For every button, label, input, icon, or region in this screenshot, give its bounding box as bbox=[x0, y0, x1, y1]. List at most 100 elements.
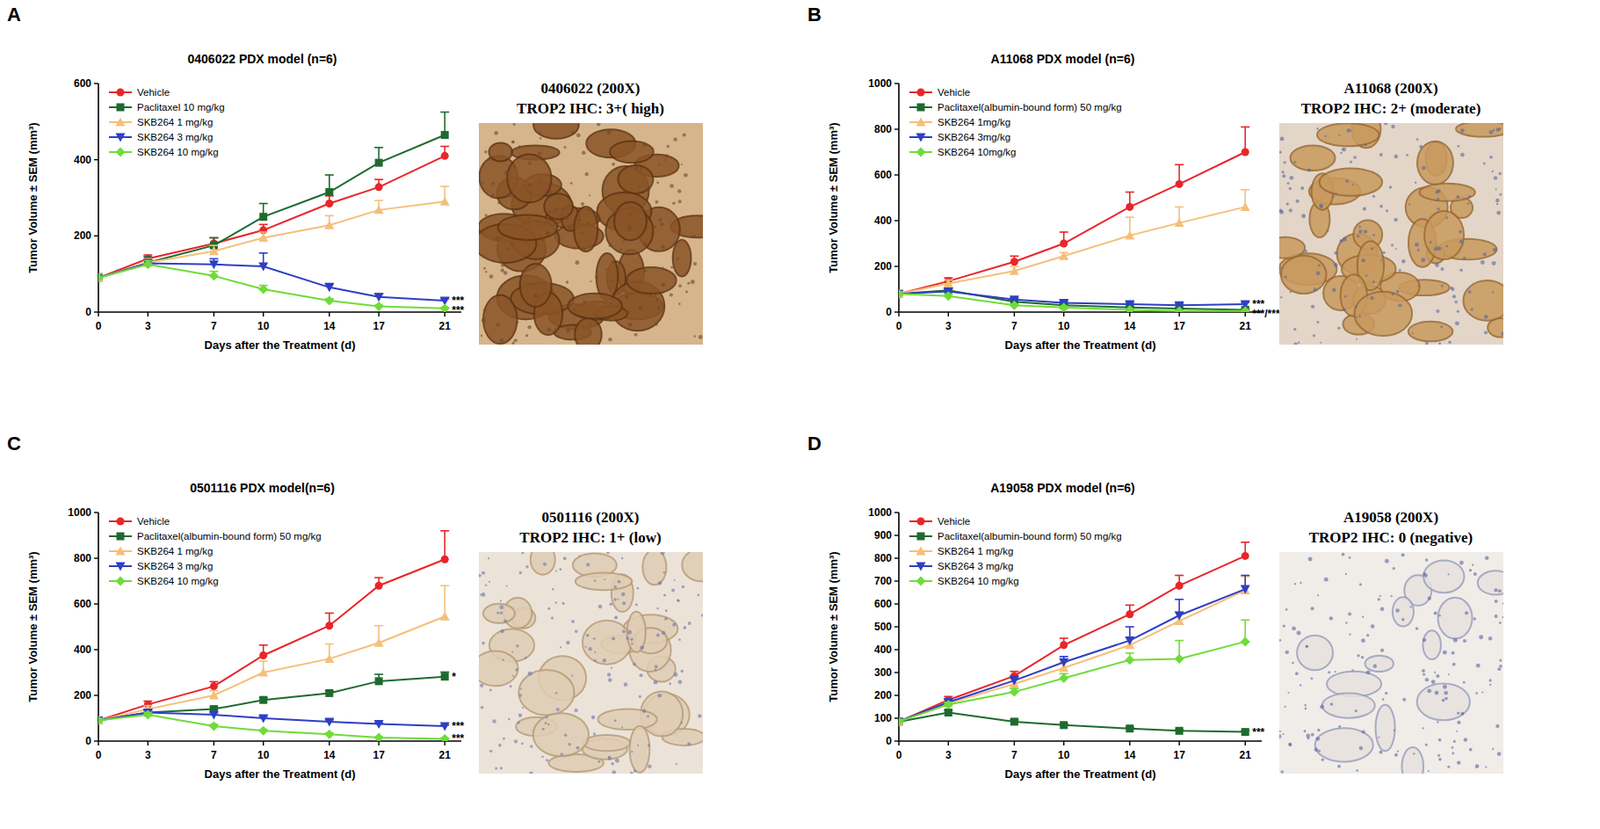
ihc-nucleus bbox=[595, 232, 600, 237]
legend-marker bbox=[116, 103, 125, 112]
legend-label: Paclitaxel(albumin-bound form) 50 mg/kg bbox=[137, 530, 322, 542]
ihc-nucleus bbox=[669, 183, 674, 189]
x-tick-label: 10 bbox=[1057, 319, 1071, 333]
ihc-nucleus bbox=[1324, 135, 1326, 138]
ihc-nucleus bbox=[672, 622, 676, 627]
ihc-nucleus bbox=[498, 743, 502, 747]
ihc-nucleus bbox=[1501, 615, 1504, 618]
data-point bbox=[98, 716, 103, 724]
ihc-nucleus bbox=[514, 667, 519, 672]
ihc-nucleus bbox=[607, 672, 611, 676]
ihc-nucleus bbox=[514, 338, 518, 342]
ihc-nucleus bbox=[571, 674, 573, 677]
ihc-nucleus bbox=[1332, 195, 1335, 198]
y-tick-label: 0 bbox=[885, 305, 892, 319]
ihc-nucleus bbox=[507, 165, 512, 169]
ihc-nucleus bbox=[1291, 626, 1296, 631]
ihc-nucleus bbox=[608, 337, 612, 341]
ihc-nucleus bbox=[588, 322, 592, 326]
ihc-nucleus bbox=[506, 193, 512, 198]
data-point bbox=[898, 716, 905, 725]
ihc-gland bbox=[483, 603, 515, 623]
data-point bbox=[209, 246, 219, 255]
ihc-nucleus bbox=[588, 244, 591, 247]
ihc-nucleus bbox=[661, 266, 665, 269]
ihc-nucleus bbox=[1456, 711, 1460, 715]
ihc-nucleus bbox=[648, 187, 651, 189]
ihc-nucleus bbox=[654, 200, 659, 204]
ihc-nucleus bbox=[1488, 636, 1492, 640]
ihc-nucleus bbox=[483, 267, 486, 270]
legend-marker bbox=[115, 117, 126, 127]
ihc-nucleus bbox=[594, 275, 599, 279]
ihc-nucleus bbox=[1425, 341, 1429, 345]
series-line bbox=[898, 152, 1246, 294]
error-cap bbox=[440, 111, 449, 114]
x-tick-label: 0 bbox=[95, 319, 102, 333]
ihc-nucleus bbox=[544, 721, 548, 724]
legend-marker bbox=[916, 576, 927, 587]
ihc-nucleus bbox=[571, 619, 575, 623]
significance-label: ***/*** bbox=[1252, 307, 1281, 320]
ihc-nucleus bbox=[1299, 683, 1302, 686]
ihc-nucleus bbox=[485, 270, 487, 273]
y-tick bbox=[94, 557, 99, 558]
ihc-nucleus bbox=[1461, 711, 1465, 716]
ihc-nucleus bbox=[1365, 274, 1369, 277]
ihc-nucleus bbox=[1397, 303, 1402, 307]
y-tick bbox=[894, 671, 899, 673]
ihc-nucleus bbox=[1455, 320, 1460, 326]
ihc-nucleus bbox=[1338, 134, 1340, 137]
figure: A0406022 PDX model (n=6)0371014172102004… bbox=[0, 0, 1600, 829]
y-tick bbox=[94, 739, 99, 741]
ihc-nucleus bbox=[499, 611, 503, 615]
ihc-nucleus bbox=[1358, 314, 1362, 318]
y-tick bbox=[894, 82, 899, 84]
ihc-nucleus bbox=[655, 323, 659, 326]
ihc-nucleus bbox=[1429, 240, 1433, 244]
ihc-nucleus bbox=[1341, 552, 1346, 557]
x-tick-label: 0 bbox=[896, 319, 903, 333]
x-tick-label: 3 bbox=[144, 748, 152, 761]
x-tick bbox=[377, 311, 379, 317]
ihc-background bbox=[1279, 551, 1504, 774]
ihc-nucleus bbox=[593, 658, 597, 662]
panel: BA11068 PDX model (n=6)03710141721020040… bbox=[807, 3, 1514, 352]
ihc-nucleus bbox=[1280, 296, 1282, 298]
ihc-nucleus bbox=[1356, 653, 1360, 657]
ihc-nucleus bbox=[1498, 127, 1501, 131]
ihc-nucleus bbox=[1444, 696, 1448, 701]
legend-marker bbox=[116, 532, 125, 541]
x-tick bbox=[444, 311, 446, 317]
ihc-nucleus bbox=[1476, 663, 1481, 668]
ihc-nucleus bbox=[1494, 614, 1499, 618]
ihc-gland bbox=[582, 620, 631, 665]
background bbox=[0, 0, 1600, 829]
x-tick-label: 17 bbox=[1172, 319, 1186, 333]
ihc-nucleus bbox=[1339, 152, 1342, 154]
ihc-nucleus bbox=[698, 334, 703, 340]
data-point bbox=[209, 260, 219, 269]
ihc-nucleus bbox=[1497, 751, 1502, 756]
ihc-nucleus bbox=[586, 633, 590, 638]
ihc-nucleus bbox=[658, 164, 660, 167]
ihc-nucleus bbox=[521, 268, 526, 274]
ihc-nucleus bbox=[1282, 623, 1286, 627]
data-point bbox=[1240, 202, 1251, 211]
ihc-nucleus bbox=[1383, 123, 1388, 125]
ihc-nucleus bbox=[542, 562, 547, 566]
ihc-nucleus bbox=[656, 180, 659, 184]
ihc-nucleus bbox=[1299, 581, 1302, 584]
ihc-gland bbox=[1422, 629, 1441, 659]
data-point bbox=[1125, 609, 1134, 618]
error-cap bbox=[1059, 655, 1069, 658]
ihc-nucleus bbox=[638, 185, 642, 189]
x-axis-label: Days after the Treatment (d) bbox=[1005, 767, 1157, 781]
ihc-image bbox=[1279, 123, 1504, 345]
legend-label: Paclitaxel 10 mg/kg bbox=[137, 101, 225, 113]
ihc-nucleus bbox=[1455, 195, 1460, 199]
ihc-nucleus bbox=[523, 238, 529, 243]
x-tick-label: 14 bbox=[1123, 319, 1137, 333]
data-point bbox=[1240, 585, 1251, 594]
data-point bbox=[1240, 636, 1251, 646]
